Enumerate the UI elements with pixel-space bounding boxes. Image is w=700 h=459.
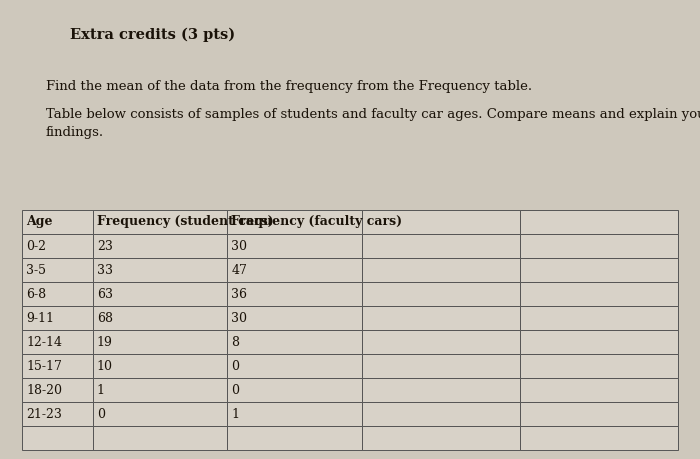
Bar: [22, 210, 93, 234]
Text: 33: 33: [97, 263, 113, 276]
Text: Find the mean of the data from the frequency from the Frequency table.: Find the mean of the data from the frequ…: [46, 80, 531, 93]
Text: 30: 30: [231, 240, 247, 252]
Bar: [22, 378, 93, 402]
Bar: [520, 282, 678, 306]
Bar: [362, 378, 520, 402]
Text: 47: 47: [231, 263, 247, 276]
Bar: [520, 378, 678, 402]
Bar: [228, 354, 362, 378]
Bar: [22, 258, 93, 282]
Text: Frequency (student cars): Frequency (student cars): [97, 215, 274, 229]
Text: 12-14: 12-14: [26, 336, 62, 348]
Bar: [93, 210, 228, 234]
Bar: [22, 234, 93, 258]
Text: 0: 0: [231, 384, 239, 397]
Text: 0: 0: [97, 408, 105, 420]
Bar: [362, 282, 520, 306]
Bar: [93, 402, 228, 426]
Bar: [228, 234, 362, 258]
Text: 1: 1: [97, 384, 105, 397]
Bar: [362, 330, 520, 354]
Text: 6-8: 6-8: [26, 287, 46, 301]
Bar: [362, 306, 520, 330]
Bar: [228, 306, 362, 330]
Text: 3-5: 3-5: [26, 263, 46, 276]
Text: Frequency (faculty cars): Frequency (faculty cars): [231, 215, 402, 229]
Bar: [520, 402, 678, 426]
Bar: [22, 330, 93, 354]
Bar: [93, 426, 228, 450]
Bar: [93, 378, 228, 402]
Text: 1: 1: [231, 408, 239, 420]
Bar: [93, 282, 228, 306]
Text: 15-17: 15-17: [26, 359, 62, 373]
Text: 19: 19: [97, 336, 113, 348]
Text: 8: 8: [231, 336, 239, 348]
Text: 9-11: 9-11: [26, 312, 54, 325]
Text: 21-23: 21-23: [26, 408, 62, 420]
Bar: [362, 258, 520, 282]
Bar: [520, 210, 678, 234]
Text: 68: 68: [97, 312, 113, 325]
Bar: [520, 258, 678, 282]
Bar: [93, 354, 228, 378]
Bar: [362, 234, 520, 258]
Bar: [228, 402, 362, 426]
Bar: [520, 426, 678, 450]
Text: Table below consists of samples of students and faculty car ages. Compare means : Table below consists of samples of stude…: [46, 108, 700, 121]
Bar: [520, 234, 678, 258]
Text: findings.: findings.: [46, 126, 104, 139]
Bar: [93, 330, 228, 354]
Text: 18-20: 18-20: [26, 384, 62, 397]
Bar: [22, 402, 93, 426]
Bar: [362, 210, 520, 234]
Text: Extra credits (3 pts): Extra credits (3 pts): [70, 28, 235, 42]
Text: Age: Age: [26, 215, 52, 229]
Bar: [22, 282, 93, 306]
Bar: [362, 354, 520, 378]
Bar: [520, 330, 678, 354]
Bar: [228, 258, 362, 282]
Bar: [22, 306, 93, 330]
Bar: [22, 426, 93, 450]
Bar: [520, 354, 678, 378]
Text: 0: 0: [231, 359, 239, 373]
Bar: [362, 426, 520, 450]
Bar: [362, 402, 520, 426]
Text: 36: 36: [231, 287, 247, 301]
Bar: [228, 426, 362, 450]
Bar: [22, 354, 93, 378]
Bar: [228, 330, 362, 354]
Bar: [228, 378, 362, 402]
Text: 30: 30: [231, 312, 247, 325]
Text: 0-2: 0-2: [26, 240, 46, 252]
Text: 23: 23: [97, 240, 113, 252]
Bar: [93, 234, 228, 258]
Bar: [228, 282, 362, 306]
Text: 63: 63: [97, 287, 113, 301]
Bar: [93, 258, 228, 282]
Bar: [520, 306, 678, 330]
Bar: [228, 210, 362, 234]
Text: 10: 10: [97, 359, 113, 373]
Bar: [93, 306, 228, 330]
